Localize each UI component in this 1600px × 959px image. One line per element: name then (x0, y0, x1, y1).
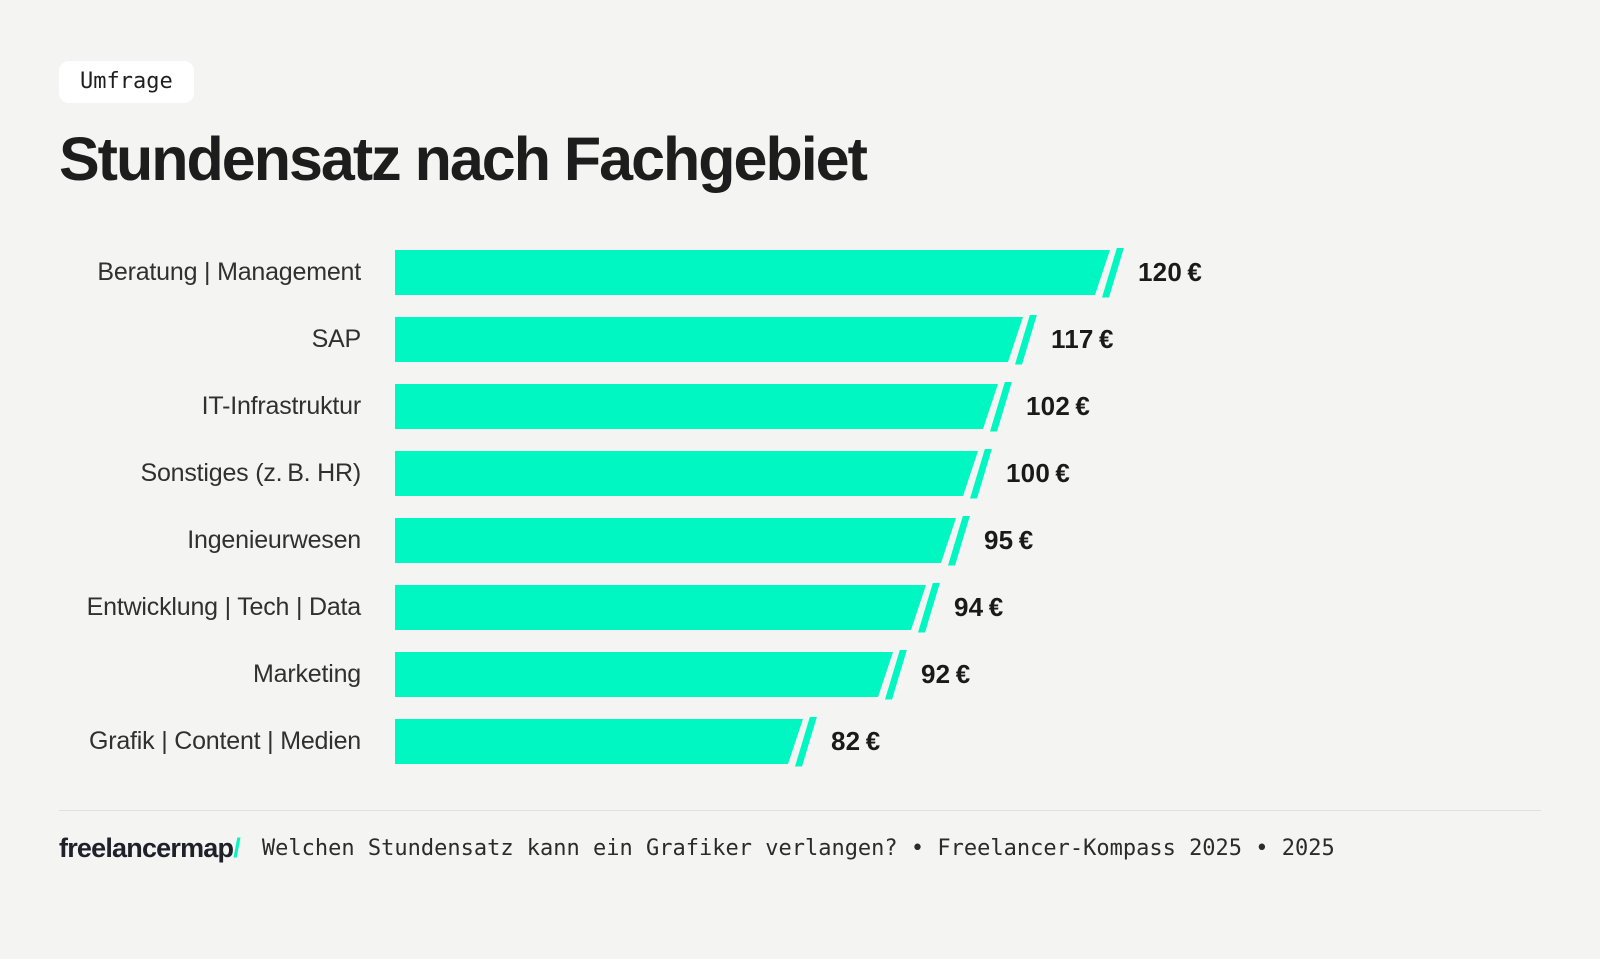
bar-zone: 94 € (395, 582, 1541, 633)
bar-row-label: SAP (311, 325, 362, 353)
bar-value: 82 € (831, 726, 881, 756)
bar-row-label: Sonstiges (z. B. HR) (140, 459, 361, 487)
bar-row-label: Grafik | Content | Medien (88, 727, 361, 755)
bar-row: Sonstiges (z. B. HR) 100 € (59, 448, 1541, 499)
bar-row: SAP 117 € (59, 314, 1541, 365)
footer: freelancermap/ Welchen Stundensatz kann … (59, 810, 1541, 864)
bar-row-label: Entwicklung | Tech | Data (86, 593, 362, 621)
bar-value: 102 € (1026, 391, 1091, 421)
freelancermap-logo: freelancermap/ (59, 833, 241, 864)
logo-text: freelancermap (59, 833, 234, 863)
bar-row: Beratung | Management 120 € (59, 247, 1541, 298)
page-title: Stundensatz nach Fachgebiet (59, 125, 868, 193)
bar-row-label: Ingenieurwesen (187, 526, 361, 554)
bar-row: Grafik | Content | Medien 82 € (59, 716, 1541, 767)
survey-badge: Umfrage (59, 61, 194, 103)
bar-zone: 102 € (395, 381, 1541, 432)
bar-value: 117 € (1051, 324, 1114, 354)
bar-value: 92 € (921, 659, 971, 689)
bar-zone: 100 € (395, 448, 1541, 499)
bar-row: IT-Infrastruktur 102 € (59, 381, 1541, 432)
bar-zone: 120 € (395, 247, 1541, 298)
logo-slash-icon: / (233, 833, 240, 863)
bar-row: Entwicklung | Tech | Data 94 € (59, 582, 1541, 633)
bar-row-label: Beratung | Management (97, 258, 361, 286)
bar (395, 317, 1023, 362)
bar-zone: 117 € (395, 314, 1541, 365)
bar (395, 384, 998, 429)
bar-zone: 92 € (395, 649, 1541, 700)
bar-zone: 82 € (395, 716, 1541, 767)
bar-row: Marketing 92 € (59, 649, 1541, 700)
bar (395, 585, 926, 630)
bar-row-label: Marketing (253, 660, 361, 688)
bar-value: 94 € (954, 592, 1004, 622)
bar-value: 100 € (1006, 458, 1071, 488)
bar-chart: Beratung | Management 120 € SAP 117 € IT… (59, 247, 1541, 767)
bar (395, 652, 893, 697)
bar-zone: 95 € (395, 515, 1541, 566)
survey-badge-label: Umfrage (80, 69, 173, 94)
bar-row: Ingenieurwesen 95 € (59, 515, 1541, 566)
bar-value: 120 € (1138, 257, 1203, 287)
bar (395, 451, 978, 496)
bar (395, 719, 803, 764)
bar-value: 95 € (984, 525, 1034, 555)
bar (395, 518, 956, 563)
source-text: Welchen Stundensatz kann ein Grafiker ve… (261, 836, 1335, 861)
bar-row-label: IT-Infrastruktur (201, 392, 362, 420)
page: Umfrage Stundensatz nach Fachgebiet Bera… (59, 61, 1541, 767)
bar (395, 250, 1110, 295)
